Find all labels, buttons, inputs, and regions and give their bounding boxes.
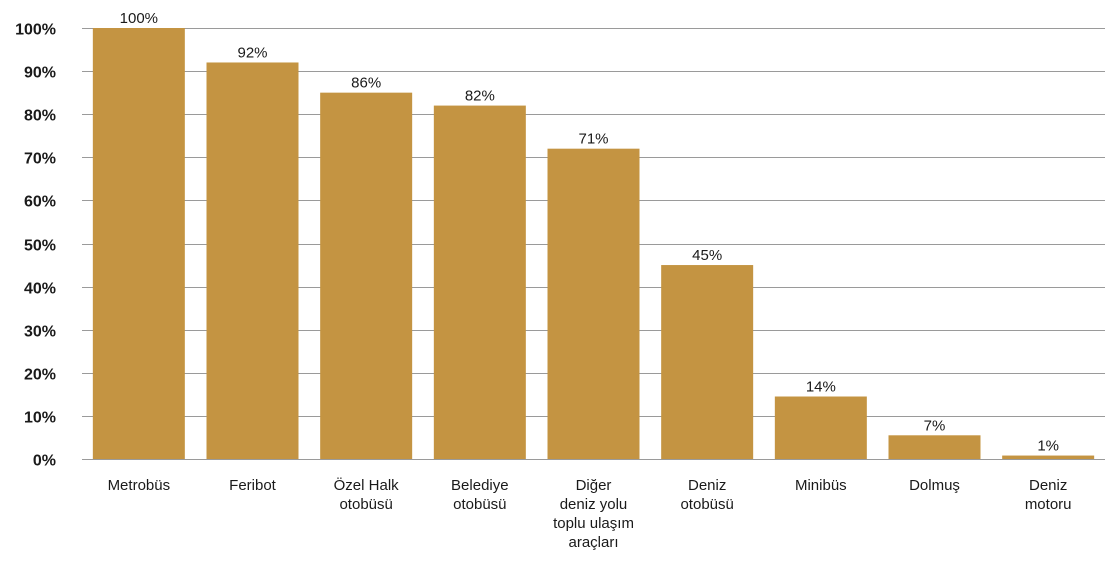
y-tick-label: 60% (24, 194, 56, 211)
data-label: 86% (351, 75, 381, 92)
y-tick-label: 0% (33, 453, 56, 470)
x-category-label: Dolmuş (909, 477, 960, 494)
y-tick-label: 80% (24, 108, 56, 125)
data-label: 82% (465, 88, 495, 105)
data-label: 71% (578, 131, 608, 148)
y-tick-label: 100% (15, 22, 56, 39)
y-axis-tick-labels: 0% 10% 20% 30% 40% 50% 60% 70% 80% 90% 100% (15, 22, 56, 470)
y-tick-label: 30% (24, 324, 56, 341)
x-category-label: Deniz motoru (1025, 477, 1072, 513)
x-category-label-line: Minibüs (795, 477, 847, 494)
bar (92, 28, 185, 459)
x-category-label-line: otobüsü (680, 496, 733, 513)
bar (320, 92, 413, 460)
bars (92, 28, 1095, 460)
y-tick-label: 50% (24, 238, 56, 255)
data-label: 14% (806, 379, 836, 396)
bar (547, 148, 640, 459)
y-tick-label: 40% (24, 281, 56, 298)
bar (888, 435, 981, 459)
data-label: 1% (1037, 438, 1059, 455)
data-label: 7% (924, 417, 946, 434)
y-tick-label: 90% (24, 65, 56, 82)
x-category-label-line: otobüsü (339, 496, 392, 513)
x-category-label-line: Deniz (1029, 477, 1067, 494)
y-tick-label: 20% (24, 367, 56, 384)
x-category-label-line: Özel Halk (334, 476, 400, 494)
x-category-label: Belediye otobüsü (451, 477, 509, 513)
x-category-label: Özel Halk otobüsü (334, 476, 400, 513)
x-axis-category-labels: Metrobüs Feribot Özel Halk otobüsü Belediye o… (108, 476, 1072, 551)
y-tick-label: 70% (24, 151, 56, 168)
x-category-label-line: Feribot (229, 477, 277, 494)
x-category-label-line: motoru (1025, 496, 1072, 513)
data-label: 100% (120, 10, 158, 27)
bar (1002, 455, 1095, 459)
bar (774, 396, 867, 459)
data-label: 92% (237, 44, 267, 61)
x-category-label: Diğer deniz yolu toplu ulaşım araçları (553, 477, 634, 551)
x-category-label-line: Metrobüs (108, 477, 171, 494)
x-category-label: Metrobüs (108, 477, 171, 494)
bar (433, 105, 526, 459)
x-category-label-line: deniz yolu (560, 496, 628, 513)
x-category-label-line: Belediye (451, 477, 509, 494)
x-category-label-line: Dolmuş (909, 477, 960, 494)
bar (206, 62, 299, 459)
x-category-label-line: araçları (568, 534, 618, 551)
bar (661, 265, 754, 459)
y-tick-label: 10% (24, 410, 56, 427)
x-category-label: Deniz otobüsü (680, 477, 733, 513)
data-label: 45% (692, 247, 722, 264)
x-category-label: Feribot (229, 477, 277, 494)
x-category-label-line: toplu ulaşım (553, 515, 634, 532)
data-labels: 100% 92% 86% 82% 71% 45% 14% 7% 1% (120, 10, 1059, 455)
x-category-label-line: Diğer (576, 477, 612, 494)
x-category-label-line: Deniz (688, 477, 726, 494)
x-category-label-line: otobüsü (453, 496, 506, 513)
x-category-label: Minibüs (795, 477, 847, 494)
